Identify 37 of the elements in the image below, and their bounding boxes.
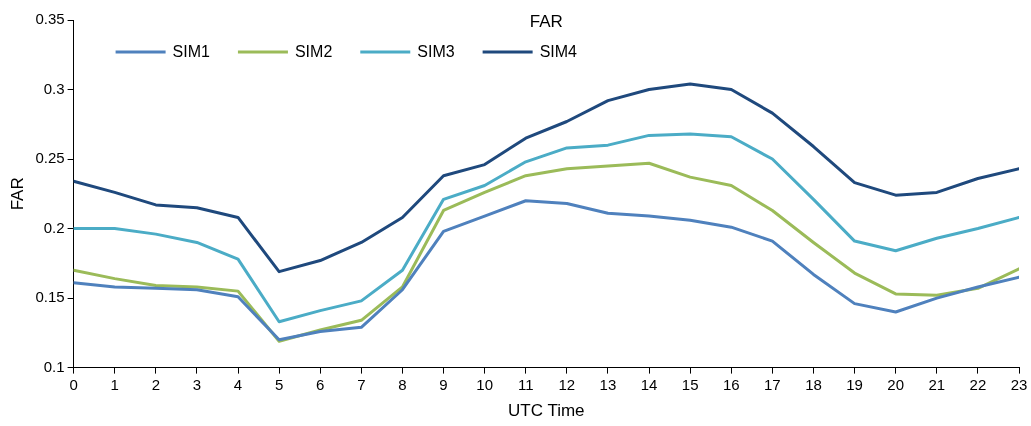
- y-tick-label: 0.1: [43, 357, 65, 375]
- legend-label: SIM1: [172, 43, 211, 61]
- x-tick-label: 19: [846, 375, 863, 393]
- x-axis-title: UTC Time: [508, 401, 585, 421]
- y-tick-label: 0.25: [35, 149, 65, 167]
- x-tick-label: 18: [805, 375, 822, 393]
- x-tick-label: 3: [192, 375, 202, 393]
- x-tick-label: 4: [233, 375, 243, 393]
- x-tick-label: 8: [398, 375, 407, 393]
- x-tick-label: 2: [151, 375, 160, 393]
- y-tick-label: 0.15: [35, 288, 65, 306]
- x-tick-label: 7: [357, 375, 366, 393]
- legend-label: SIM4: [539, 43, 578, 61]
- x-tick-label: 15: [681, 375, 699, 393]
- x-tick-label: 5: [274, 375, 284, 393]
- y-tick-label: 0.35: [35, 10, 65, 28]
- legend-label: SIM2: [294, 43, 333, 61]
- y-tick-label: 0.3: [43, 79, 65, 97]
- x-tick-label: 12: [558, 375, 576, 393]
- x-tick-label: 0: [69, 375, 78, 393]
- x-tick-label: 13: [599, 375, 617, 393]
- x-tick-label: 14: [640, 375, 658, 393]
- x-tick-label: 17: [764, 375, 781, 393]
- x-tick-label: 6: [316, 375, 325, 393]
- y-tick-label: 0.2: [43, 218, 65, 236]
- legend-label: SIM3: [417, 43, 455, 61]
- x-tick-label: 21: [928, 375, 946, 393]
- x-tick-label: 22: [969, 375, 987, 393]
- x-tick-label: 20: [887, 375, 905, 393]
- x-tick-label: 9: [439, 375, 448, 393]
- x-tick-label: 11: [517, 375, 534, 393]
- x-tick-label: 1: [110, 375, 119, 393]
- x-tick-label: 10: [476, 375, 493, 393]
- x-tick-label: 23: [1010, 375, 1028, 393]
- y-axis-title: FAR: [7, 177, 27, 211]
- chart-title: FAR: [529, 11, 563, 31]
- x-tick-label: 16: [722, 375, 740, 393]
